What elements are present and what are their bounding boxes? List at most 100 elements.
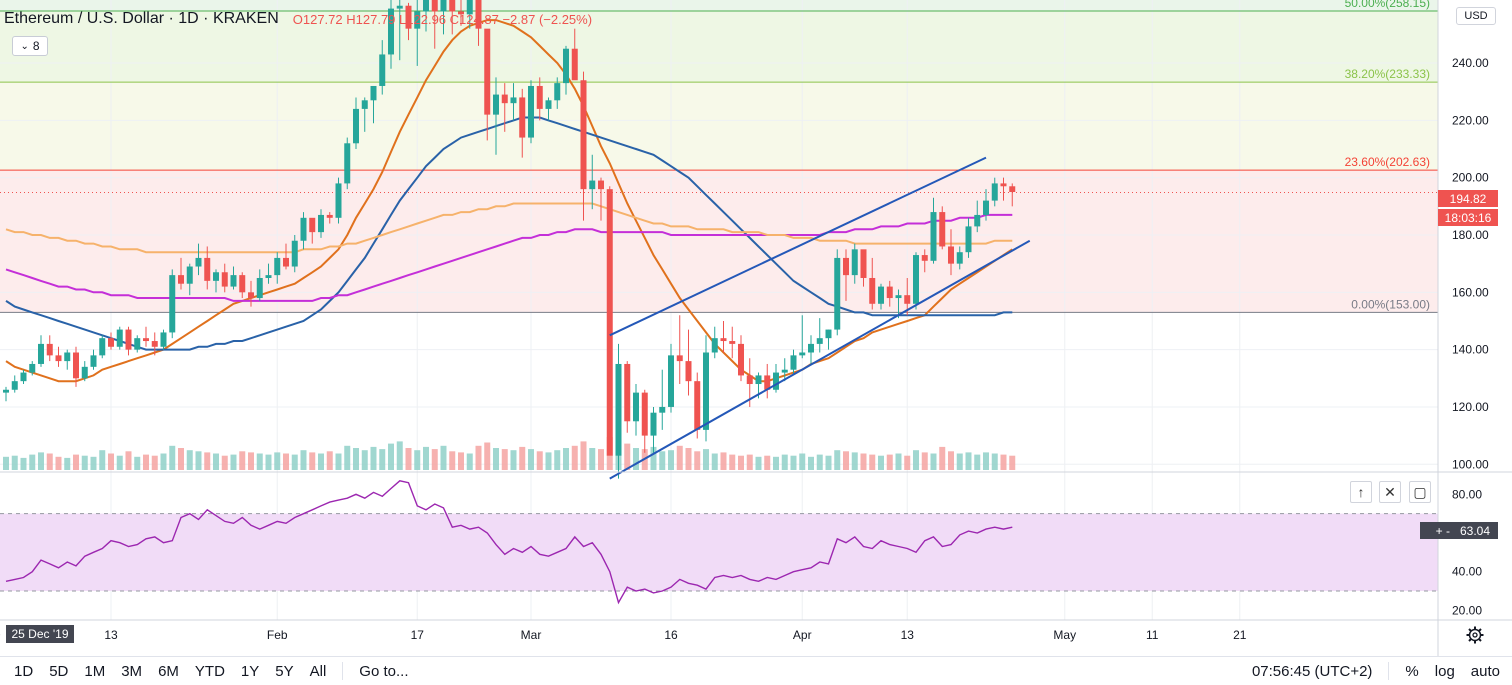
volume-bar: [983, 452, 989, 470]
volume-bar: [265, 454, 272, 470]
volume-bar: [536, 451, 543, 470]
percent-toggle[interactable]: %: [1405, 662, 1419, 680]
fib-label: 23.60%(202.63): [1345, 155, 1430, 169]
price-tick-label: 240.00: [1452, 56, 1489, 70]
right-tools: 07:56:45 (UTC+2) % log auto: [1244, 657, 1508, 685]
symbol-title[interactable]: Ethereum / U.S. Dollar · 1D · KRAKEN: [4, 10, 279, 27]
candle-body: [711, 338, 718, 353]
volume-bar: [160, 453, 167, 470]
candle-body: [125, 329, 132, 350]
volume-bar: [116, 455, 123, 470]
currency-label[interactable]: USD: [1456, 7, 1496, 25]
candle-body: [291, 240, 298, 267]
candle-body: [300, 217, 307, 241]
candle-body: [160, 332, 167, 347]
volume-bar: [405, 448, 412, 470]
date-tick-label: 17: [411, 628, 425, 642]
volume-bar: [1009, 455, 1016, 470]
volume-bar: [178, 448, 184, 470]
candle-body: [344, 143, 351, 184]
candle-body: [116, 329, 123, 347]
volume-bar: [326, 451, 333, 470]
volume-bar: [55, 456, 62, 470]
high-value: H127.79: [346, 11, 396, 27]
volume-bar: [134, 456, 141, 470]
log-toggle[interactable]: log: [1434, 662, 1455, 680]
arrow-up-icon[interactable]: ↑: [1350, 481, 1372, 503]
channel-lines[interactable]: [609, 156, 1031, 480]
chart-canvas[interactable]: 50.00%(258.15) 38.20%(233.33) 23.60%(202.6…: [0, 0, 1512, 656]
volume-bar: [729, 454, 736, 470]
gear-icon[interactable]: [1466, 626, 1484, 644]
volume-bar: [580, 441, 587, 470]
crosshair-date: 25 Dec '19: [6, 625, 74, 643]
volume-bar: [799, 453, 806, 470]
volume-bar: [73, 454, 79, 470]
fib-zone-382: [0, 82, 1438, 171]
range-button-6m[interactable]: 6M: [158, 662, 179, 680]
range-button-all[interactable]: All: [309, 662, 327, 680]
candle-body: [449, 0, 456, 12]
open-value: O127.72: [292, 11, 343, 27]
candle-body: [423, 0, 429, 12]
rsi-value: 63.04: [1459, 523, 1490, 538]
candle-body: [230, 275, 237, 287]
volume-bar: [808, 456, 814, 470]
volume-bar: [335, 453, 342, 470]
candle-body: [204, 257, 211, 281]
indicators-toggle[interactable]: ⌄ 8: [12, 36, 48, 56]
volume-bar: [843, 451, 849, 470]
volume-bar: [169, 445, 176, 470]
volume-bar: [493, 448, 499, 470]
range-button-5y[interactable]: 5Y: [275, 662, 294, 680]
candle-body: [475, 0, 482, 29]
candle-body: [536, 85, 543, 109]
volume-bar: [248, 452, 254, 470]
maximize-icon[interactable]: ▢: [1409, 481, 1431, 503]
volume-bar: [974, 454, 981, 470]
volume-bar: [151, 455, 158, 470]
range-button-ytd[interactable]: YTD: [194, 662, 225, 680]
volume-bar: [563, 448, 569, 470]
ma-blue-line: [5, 116, 1013, 351]
candle-body: [326, 214, 333, 218]
volume-bar: [528, 449, 534, 470]
candle-body: [694, 381, 701, 430]
volume-bar: [81, 455, 88, 470]
date-tick-label: 0: [0, 628, 1, 642]
divider: [1388, 662, 1390, 680]
rsi-value-tag: + - 63.04: [1420, 522, 1498, 539]
candle-body: [790, 355, 797, 370]
volume-bar: [283, 453, 289, 470]
fib-label: 38.20%(233.33): [1345, 67, 1430, 81]
candle-body: [650, 412, 657, 436]
goto-button[interactable]: Go to...: [359, 662, 409, 680]
price-tick-label: 220.00: [1452, 113, 1489, 127]
candle-body: [571, 48, 578, 81]
auto-toggle[interactable]: auto: [1470, 662, 1500, 680]
volume-bar: [414, 450, 421, 470]
rsi-tick-label: 20.00: [1452, 603, 1482, 617]
price-tick-label: 200.00: [1452, 171, 1489, 185]
clock-readout[interactable]: 07:56:45 (UTC+2): [1251, 662, 1373, 680]
candle-body: [668, 355, 674, 407]
candle-body: [974, 214, 981, 227]
candle-body: [948, 246, 954, 264]
candle-body: [554, 83, 561, 101]
candle-body: [73, 352, 79, 379]
range-button-1m[interactable]: 1M: [84, 662, 106, 680]
volume-bar: [213, 453, 219, 470]
candle-body: [169, 275, 176, 333]
date-tick-label: 16: [664, 628, 678, 642]
candle-body: [563, 48, 569, 84]
volume-bar: [344, 445, 351, 470]
range-button-3m[interactable]: 3M: [121, 662, 143, 680]
candle-body: [143, 338, 149, 342]
range-button-1y[interactable]: 1Y: [240, 662, 260, 680]
range-button-1d[interactable]: 1D: [14, 662, 34, 680]
volume-bar: [431, 449, 438, 470]
close-icon[interactable]: ✕: [1379, 481, 1401, 503]
range-button-5d[interactable]: 5D: [49, 662, 69, 680]
volume-bar: [781, 454, 788, 470]
candle-body: [108, 338, 114, 347]
